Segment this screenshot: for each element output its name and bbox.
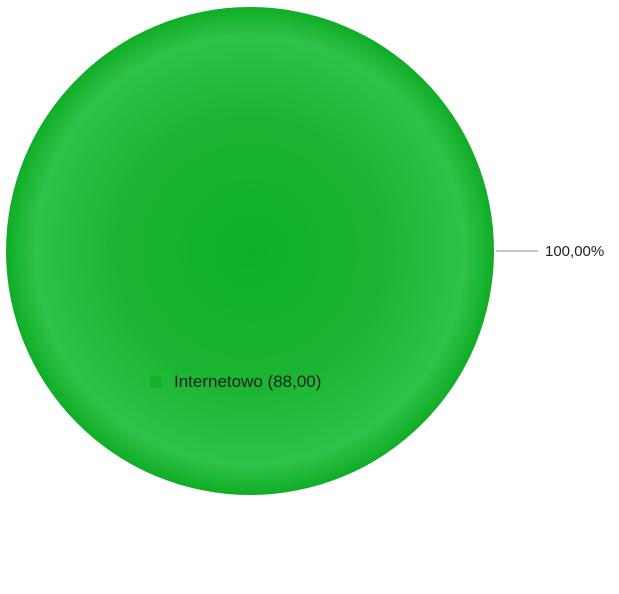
legend: Internetowo (88,00) [150, 372, 321, 392]
pie-slices [6, 7, 494, 495]
legend-label-internetowo: Internetowo (88,00) [174, 372, 322, 391]
pie-slice-internetowo [6, 7, 494, 495]
pie-data-labels: 100,00% [496, 243, 604, 260]
legend-swatch-internetowo [150, 376, 162, 388]
pie-data-label-internetowo: 100,00% [545, 243, 604, 260]
